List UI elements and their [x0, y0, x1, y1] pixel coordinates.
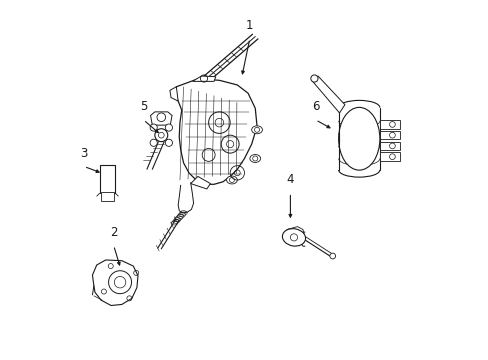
Text: 1: 1 [245, 19, 253, 32]
Circle shape [165, 124, 172, 131]
Text: 4: 4 [286, 173, 294, 186]
Circle shape [389, 143, 394, 149]
Text: 6: 6 [311, 100, 319, 113]
FancyBboxPatch shape [100, 165, 115, 193]
Circle shape [389, 132, 394, 138]
Polygon shape [190, 176, 210, 189]
Polygon shape [312, 76, 344, 113]
Polygon shape [286, 226, 304, 234]
FancyBboxPatch shape [379, 131, 399, 139]
FancyBboxPatch shape [101, 192, 114, 201]
Polygon shape [192, 76, 215, 81]
Ellipse shape [338, 107, 379, 170]
FancyBboxPatch shape [379, 141, 399, 150]
Polygon shape [174, 79, 257, 184]
Polygon shape [169, 87, 178, 101]
Ellipse shape [251, 126, 262, 134]
Ellipse shape [226, 176, 237, 184]
Circle shape [329, 253, 335, 259]
Polygon shape [150, 112, 172, 125]
Circle shape [150, 124, 157, 131]
Circle shape [165, 139, 172, 147]
Circle shape [389, 154, 394, 159]
Ellipse shape [249, 154, 260, 162]
FancyBboxPatch shape [379, 120, 399, 129]
FancyBboxPatch shape [379, 152, 399, 161]
Ellipse shape [282, 229, 305, 246]
Polygon shape [92, 260, 138, 306]
Circle shape [389, 122, 394, 127]
Circle shape [155, 129, 167, 141]
Text: 3: 3 [80, 147, 87, 160]
Text: 5: 5 [140, 100, 147, 113]
Circle shape [310, 75, 317, 82]
Circle shape [150, 139, 157, 147]
Text: 2: 2 [110, 226, 117, 239]
